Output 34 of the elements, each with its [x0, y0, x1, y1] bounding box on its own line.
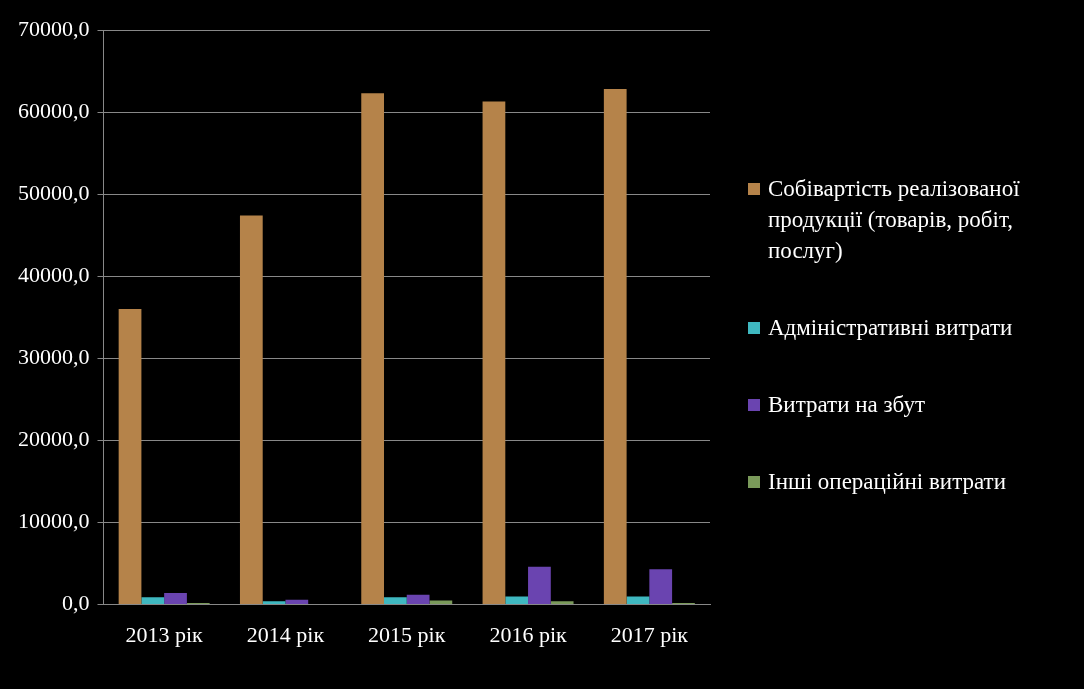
- y-tick-label: 40000,0: [18, 262, 90, 288]
- bar: [505, 596, 529, 605]
- y-tick-label: 20000,0: [18, 426, 90, 452]
- bar: [141, 597, 165, 605]
- x-tick-label: 2016 рік: [489, 621, 568, 647]
- bar: [262, 601, 286, 605]
- legend-label: Адміністративні витрати: [768, 314, 1013, 342]
- x-tick-label: 2013 рік: [125, 621, 204, 647]
- bar: [429, 600, 453, 605]
- y-tick-label: 50000,0: [18, 179, 90, 205]
- x-tick-label: 2017 рік: [610, 621, 689, 647]
- y-tick-label: 70000,0: [18, 15, 90, 41]
- bar: [361, 93, 385, 605]
- bar: [239, 215, 263, 605]
- bar: [118, 309, 142, 605]
- legend-label: Інші операційні витрати: [768, 468, 1006, 496]
- bar: [626, 596, 650, 605]
- bar: [384, 597, 407, 605]
- y-tick-label: 30000,0: [18, 344, 90, 370]
- bar: [550, 601, 574, 605]
- bar: [406, 594, 430, 605]
- y-tick-label: 0,0: [62, 590, 90, 616]
- bar: [164, 593, 187, 605]
- bar: [285, 599, 309, 605]
- y-tick-label: 60000,0: [18, 97, 90, 123]
- legend-label: Витрати на збут: [768, 391, 925, 419]
- bar: [482, 101, 506, 605]
- bar: [649, 569, 673, 605]
- bar: [528, 566, 551, 605]
- x-tick-label: 2015 рік: [368, 621, 446, 647]
- legend-label: Собівартість реалізованої продукції (товарів, робіт, послуг): [768, 175, 1021, 265]
- x-tick-label: 2014 рік: [246, 621, 325, 647]
- bar: [603, 89, 627, 605]
- y-tick-label: 10000,0: [18, 508, 90, 534]
